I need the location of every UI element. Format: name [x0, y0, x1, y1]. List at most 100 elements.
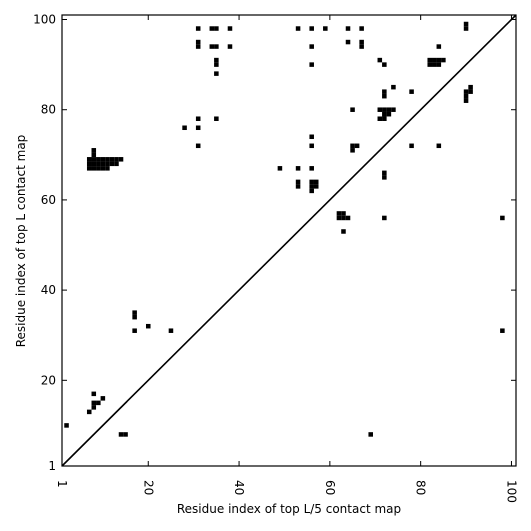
- contact-cell: [295, 26, 301, 31]
- contact-cell: [295, 179, 301, 185]
- contact-cell: [427, 62, 433, 67]
- x-axis-title: Residue index of top L/5 contact map: [177, 502, 401, 516]
- contact-cell: [382, 175, 387, 180]
- contact-cell: [309, 179, 314, 185]
- contact-cell: [214, 116, 219, 121]
- x-tick-label: 80: [414, 480, 428, 495]
- contact-cell: [345, 215, 351, 221]
- contact-cell: [195, 125, 201, 131]
- contact-cell: [382, 215, 387, 221]
- contact-cell: [382, 62, 387, 67]
- contact-cell: [382, 93, 387, 99]
- contact-cell: [91, 152, 97, 158]
- contact-cell: [341, 229, 346, 234]
- y-tick-label: 20: [41, 373, 56, 387]
- contact-cell: [377, 57, 383, 63]
- contact-cell: [118, 432, 124, 437]
- y-tick-label: 80: [41, 103, 56, 117]
- contact-cell: [409, 143, 414, 149]
- contact-cell: [436, 57, 442, 63]
- contact-cell: [350, 107, 355, 112]
- contact-cell: [345, 39, 351, 45]
- y-tick-label: 40: [41, 283, 56, 297]
- contact-cell: [350, 143, 355, 149]
- contact-cell: [227, 26, 233, 31]
- contact-cell: [214, 71, 219, 76]
- contact-cell: [105, 166, 110, 171]
- contact-cell: [132, 310, 137, 315]
- contact-cell: [214, 44, 219, 49]
- contact-cell: [386, 111, 392, 117]
- contact-cell: [350, 148, 355, 153]
- contact-cell: [382, 116, 387, 121]
- contact-cell: [277, 166, 283, 171]
- plot-frame: [61, 14, 517, 467]
- contact-cell: [309, 166, 314, 171]
- contact-cell: [382, 111, 387, 117]
- diagonal-line: [61, 14, 517, 467]
- contact-cell: [123, 432, 128, 437]
- contact-cell: [409, 89, 414, 94]
- contact-cell: [463, 98, 469, 103]
- contact-cell: [468, 89, 473, 94]
- contact-cell: [114, 161, 119, 167]
- contact-cell: [195, 26, 201, 31]
- contact-cell: [214, 62, 219, 67]
- contact-cell: [341, 211, 346, 216]
- contact-cell: [463, 93, 469, 99]
- contact-cell: [336, 215, 342, 221]
- contact-cell: [432, 57, 437, 63]
- contact-cell: [86, 166, 92, 171]
- contact-cell: [359, 26, 364, 31]
- x-tick-label: 100: [504, 480, 518, 503]
- x-tick-label: 40: [232, 480, 246, 495]
- contact-cell: [105, 161, 110, 167]
- contact-cell: [368, 432, 373, 437]
- contact-cell: [109, 157, 115, 162]
- contact-cell: [309, 44, 314, 49]
- contact-cell: [182, 125, 187, 131]
- contact-cell: [109, 161, 115, 167]
- contact-cell: [168, 328, 174, 333]
- contact-cell: [91, 157, 97, 162]
- contact-cells: [64, 21, 505, 437]
- contact-cell: [313, 179, 319, 185]
- contact-cell: [391, 107, 396, 112]
- contact-cell: [436, 143, 442, 149]
- contact-cell: [195, 44, 201, 49]
- contact-cell: [309, 62, 314, 67]
- contact-cell: [441, 57, 446, 63]
- y-tick-label: 100: [33, 13, 56, 27]
- contact-cell: [377, 116, 383, 121]
- contact-cell: [500, 215, 505, 221]
- x-tick-label: 60: [323, 480, 337, 495]
- contact-cell: [132, 328, 137, 333]
- contact-cell: [91, 166, 97, 171]
- contact-cell: [100, 161, 106, 167]
- contact-cell: [96, 161, 101, 167]
- contact-cell: [427, 57, 433, 63]
- contact-cell: [145, 323, 151, 329]
- contact-cell: [100, 396, 106, 401]
- contact-cell: [468, 84, 473, 90]
- contact-cell: [377, 107, 383, 112]
- contact-cell: [91, 405, 97, 410]
- contact-cell: [105, 157, 110, 162]
- contact-cell: [323, 26, 328, 31]
- contact-cell: [500, 328, 505, 333]
- contact-cell: [432, 62, 437, 67]
- x-tick-label: 20: [141, 480, 155, 495]
- contact-cell: [359, 39, 364, 45]
- contact-cell: [436, 62, 442, 67]
- contact-cell: [86, 161, 92, 167]
- contact-cell: [91, 161, 97, 167]
- contact-cell: [436, 44, 442, 49]
- contact-cell: [118, 157, 124, 162]
- contact-cell: [354, 143, 360, 149]
- contact-cell: [195, 116, 201, 121]
- contact-cell: [309, 188, 314, 194]
- contact-cell: [345, 26, 351, 31]
- contact-cell: [195, 39, 201, 45]
